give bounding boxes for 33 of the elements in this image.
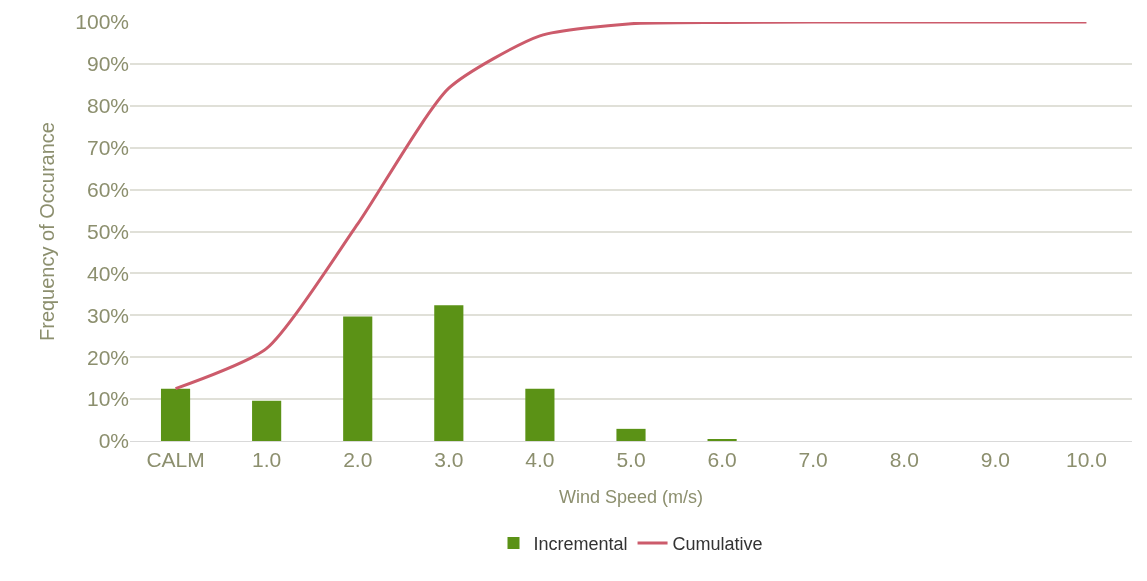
x-tick-label: 5.0 [616,448,646,472]
y-tick-label: 30% [86,303,129,327]
y-tick-label: 10% [86,387,129,411]
x-tick-label: 6.0 [707,448,737,472]
x-tick-label: 10.0 [1066,448,1107,472]
x-tick-label: 7.0 [798,448,828,472]
x-tick-label: 4.0 [525,448,555,472]
y-tick-label: 50% [86,219,129,243]
bar [616,428,646,441]
legend-label: Cumulative [672,534,763,555]
y-tick-label: 40% [86,261,129,285]
x-tick-label: 8.0 [889,448,919,472]
bar [252,400,282,441]
y-tick-label: 80% [86,94,129,118]
x-tick-label: 9.0 [980,448,1010,472]
line-series [174,22,1088,391]
legend-label: Incremental [533,534,628,555]
y-tick-label: 0% [98,429,129,453]
x-tick-label: 3.0 [434,448,464,472]
bar [525,388,555,441]
y-tick-label: 70% [86,136,129,160]
y-tick-label: 100% [75,10,129,34]
x-tick-label: 1.0 [252,448,282,472]
y-tick-label: 90% [86,52,129,76]
x-axis-title: Wind Speed (m/s) [558,487,704,508]
x-tick-label: CALM [146,448,205,472]
bar [160,388,191,441]
x-tick-label: 2.0 [343,448,373,472]
bar [343,316,373,441]
y-tick-label: 20% [86,345,129,369]
bar [434,305,464,441]
y-axis-title: Frequency of Occurance [35,122,58,341]
y-tick-label: 60% [86,177,129,201]
